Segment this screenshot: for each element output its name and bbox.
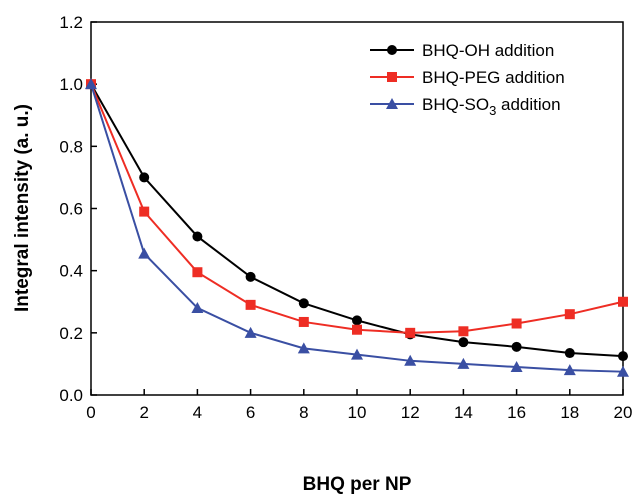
y-tick-label: 0.6 — [59, 200, 83, 219]
series-line — [90, 83, 624, 334]
data-point — [458, 326, 469, 337]
data-point — [352, 315, 362, 326]
series-square — [86, 79, 628, 338]
data-point — [351, 348, 363, 360]
x-tick-label: 16 — [507, 403, 526, 422]
data-point — [192, 267, 203, 278]
legend: BHQ-OH addition BHQ-PEG addition BHQ-SO3 a… — [370, 41, 565, 118]
y-tick-label: 0.2 — [59, 324, 83, 343]
data-point — [352, 324, 362, 335]
y-axis-title: Integral intensity (a. u.) — [12, 104, 33, 312]
data-point — [511, 318, 522, 329]
series-layer — [85, 78, 629, 377]
legend-label: BHQ-PEG addition — [422, 68, 565, 87]
y-axis-ticks: 0.0 0.2 0.4 0.6 0.8 1.0 1.2 — [59, 13, 97, 405]
x-tick-label: 20 — [614, 403, 633, 422]
x-tick-label: 10 — [348, 403, 367, 422]
data-point — [511, 341, 522, 352]
legend-entry: BHQ-PEG addition — [370, 68, 565, 87]
data-point — [138, 247, 151, 259]
y-tick-label: 0.0 — [59, 386, 83, 405]
data-point — [563, 364, 576, 376]
x-tick-label: 14 — [454, 403, 473, 422]
data-point — [404, 354, 417, 366]
data-point — [618, 296, 628, 307]
data-point — [298, 298, 309, 309]
data-point — [244, 326, 257, 338]
legend-marker — [387, 45, 397, 55]
data-point — [139, 172, 150, 183]
x-tick-label: 6 — [246, 403, 255, 422]
data-point — [245, 271, 256, 282]
y-tick-label: 0.8 — [59, 137, 83, 156]
y-tick-label: 0.4 — [59, 262, 83, 281]
x-tick-label: 12 — [401, 403, 420, 422]
data-point — [510, 361, 523, 373]
data-point — [458, 337, 469, 348]
legend-label: BHQ-SO3 addition — [422, 95, 561, 118]
data-point — [191, 301, 204, 313]
data-point — [245, 299, 256, 310]
data-point — [457, 357, 470, 369]
x-axis-ticks: 0 2 4 6 8 10 12 14 16 18 20 — [86, 389, 632, 422]
data-point — [297, 342, 310, 354]
data-point — [85, 78, 97, 90]
data-point — [192, 231, 203, 242]
legend-entry: BHQ-OH addition — [370, 41, 554, 60]
legend-entry: BHQ-SO3 addition — [370, 95, 561, 118]
x-tick-label: 2 — [139, 403, 148, 422]
legend-marker — [387, 72, 397, 82]
data-point — [405, 327, 416, 338]
data-point — [618, 351, 628, 362]
y-tick-label: 1.2 — [59, 13, 83, 32]
x-tick-label: 4 — [193, 403, 202, 422]
x-tick-label: 0 — [86, 403, 95, 422]
data-point — [564, 309, 575, 320]
data-point — [298, 316, 309, 327]
series-triangle — [85, 78, 629, 377]
x-axis-title: BHQ per NP — [303, 474, 412, 495]
x-tick-label: 18 — [560, 403, 579, 422]
data-point — [139, 206, 150, 217]
x-tick-label: 8 — [299, 403, 308, 422]
legend-label: BHQ-OH addition — [422, 41, 554, 60]
series-line — [90, 83, 624, 358]
data-point — [617, 365, 629, 377]
y-tick-label: 1.0 — [59, 75, 83, 94]
data-point — [564, 348, 575, 359]
legend-marker — [386, 98, 398, 109]
